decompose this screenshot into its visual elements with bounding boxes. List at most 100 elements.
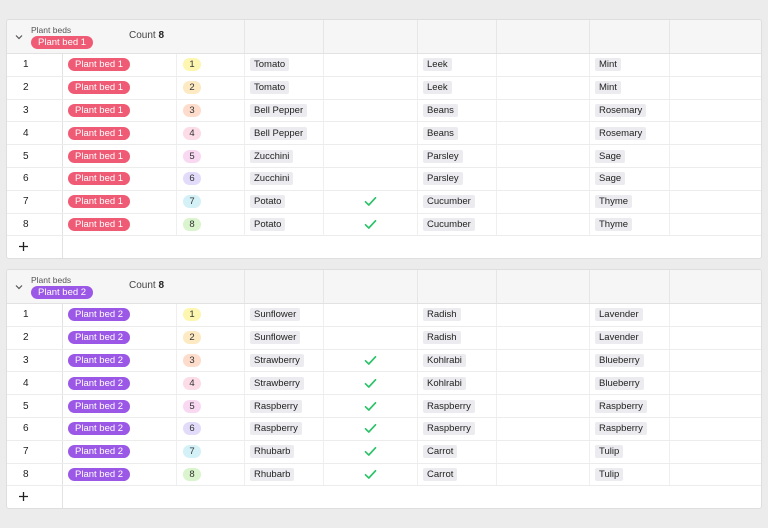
checkbox-cell[interactable] xyxy=(324,167,418,190)
empty-cell[interactable] xyxy=(497,440,590,463)
empty-cell[interactable] xyxy=(497,99,590,122)
plant-cell[interactable]: Strawberry xyxy=(245,349,324,372)
table-row[interactable]: 8 Plant bed 2 8 Rhubarb Carrot Tulip xyxy=(7,463,761,487)
plant-cell[interactable]: Rhubarb xyxy=(245,463,324,486)
table-row[interactable]: 4 Plant bed 2 4 Strawberry Kohlrabi Blueberry xyxy=(7,372,761,396)
plant-cell[interactable]: Sunflower xyxy=(245,326,324,349)
empty-cell[interactable] xyxy=(497,395,590,417)
table-row[interactable]: 6 Plant bed 2 6 Raspberry Raspberry Raspberry xyxy=(7,417,761,441)
checkbox-cell[interactable] xyxy=(324,463,418,486)
chevron-down-icon[interactable] xyxy=(14,283,24,291)
companion-plant-cell[interactable]: Kohlrabi xyxy=(418,372,497,395)
herb-cell[interactable]: Tulip xyxy=(590,440,670,463)
table-row[interactable]: 1 Plant bed 2 1 Sunflower Radish Lavender xyxy=(7,304,761,327)
plant-bed-cell[interactable]: Plant bed 1 xyxy=(63,145,177,167)
bed-number-cell[interactable]: 3 xyxy=(177,99,245,122)
bed-number-cell[interactable]: 4 xyxy=(177,122,245,145)
checkbox-cell[interactable] xyxy=(324,213,418,236)
bed-number-cell[interactable]: 6 xyxy=(177,167,245,190)
empty-cell[interactable] xyxy=(670,168,761,190)
table-row[interactable]: 5 Plant bed 1 5 Zucchini Parsley Sage xyxy=(7,145,761,168)
empty-cell[interactable] xyxy=(670,145,761,167)
empty-cell[interactable] xyxy=(670,372,761,394)
table-row[interactable]: 7 Plant bed 1 7 Potato Cucumber Thyme xyxy=(7,190,761,214)
checkbox-cell[interactable] xyxy=(324,417,418,440)
plant-bed-cell[interactable]: Plant bed 1 xyxy=(63,76,177,99)
plant-bed-cell[interactable]: Plant bed 2 xyxy=(63,440,177,463)
empty-cell[interactable] xyxy=(670,327,761,349)
add-row-cell[interactable] xyxy=(7,236,63,259)
companion-plant-cell[interactable]: Parsley xyxy=(418,167,497,190)
herb-cell[interactable]: Thyme xyxy=(590,213,670,236)
empty-cell[interactable] xyxy=(497,76,590,99)
herb-cell[interactable]: Blueberry xyxy=(590,349,670,372)
plus-icon[interactable] xyxy=(18,241,29,252)
plant-bed-cell[interactable]: Plant bed 2 xyxy=(63,349,177,372)
checkbox-cell[interactable] xyxy=(324,145,418,167)
companion-plant-cell[interactable]: Cucumber xyxy=(418,190,497,213)
bed-number-cell[interactable]: 5 xyxy=(177,395,245,417)
plant-cell[interactable]: Sunflower xyxy=(245,304,324,326)
empty-cell[interactable] xyxy=(497,372,590,395)
plant-cell[interactable]: Zucchini xyxy=(245,145,324,167)
empty-cell[interactable] xyxy=(497,54,590,76)
bed-number-cell[interactable]: 8 xyxy=(177,213,245,236)
add-row[interactable] xyxy=(7,486,761,509)
plant-cell[interactable]: Raspberry xyxy=(245,417,324,440)
group-header[interactable]: Plant beds Plant bed 2 Count 8 xyxy=(7,270,761,304)
empty-cell[interactable] xyxy=(670,304,761,326)
checkbox-cell[interactable] xyxy=(324,190,418,213)
empty-cell[interactable] xyxy=(670,441,761,463)
companion-plant-cell[interactable]: Beans xyxy=(418,122,497,145)
checkbox-cell[interactable] xyxy=(324,99,418,122)
table-row[interactable]: 5 Plant bed 2 5 Raspberry Raspberry Raspberry xyxy=(7,395,761,418)
empty-cell[interactable] xyxy=(497,167,590,190)
bed-number-cell[interactable]: 2 xyxy=(177,326,245,349)
checkbox-cell[interactable] xyxy=(324,395,418,417)
add-row-cell[interactable] xyxy=(7,486,63,509)
plant-cell[interactable]: Rhubarb xyxy=(245,440,324,463)
table-row[interactable]: 2 Plant bed 2 2 Sunflower Radish Lavender xyxy=(7,326,761,350)
empty-cell[interactable] xyxy=(670,191,761,213)
plant-bed-cell[interactable]: Plant bed 2 xyxy=(63,372,177,395)
bed-number-cell[interactable]: 1 xyxy=(177,304,245,326)
bed-number-cell[interactable]: 7 xyxy=(177,190,245,213)
empty-cell[interactable] xyxy=(670,214,761,236)
plant-bed-cell[interactable]: Plant bed 2 xyxy=(63,417,177,440)
herb-cell[interactable]: Thyme xyxy=(590,190,670,213)
companion-plant-cell[interactable]: Raspberry xyxy=(418,395,497,417)
plant-bed-cell[interactable]: Plant bed 2 xyxy=(63,326,177,349)
bed-number-cell[interactable]: 4 xyxy=(177,372,245,395)
plant-bed-cell[interactable]: Plant bed 1 xyxy=(63,122,177,145)
plant-cell[interactable]: Raspberry xyxy=(245,395,324,417)
herb-cell[interactable]: Mint xyxy=(590,76,670,99)
plant-bed-cell[interactable]: Plant bed 1 xyxy=(63,190,177,213)
plant-bed-cell[interactable]: Plant bed 2 xyxy=(63,304,177,326)
companion-plant-cell[interactable]: Kohlrabi xyxy=(418,349,497,372)
plant-bed-cell[interactable]: Plant bed 1 xyxy=(63,167,177,190)
empty-cell[interactable] xyxy=(670,77,761,99)
empty-cell[interactable] xyxy=(670,54,761,76)
plant-cell[interactable]: Bell Pepper xyxy=(245,99,324,122)
companion-plant-cell[interactable]: Carrot xyxy=(418,463,497,486)
herb-cell[interactable]: Rosemary xyxy=(590,99,670,122)
checkbox-cell[interactable] xyxy=(324,440,418,463)
empty-cell[interactable] xyxy=(670,395,761,417)
herb-cell[interactable]: Raspberry xyxy=(590,395,670,417)
herb-cell[interactable]: Sage xyxy=(590,145,670,167)
table-row[interactable]: 8 Plant bed 1 8 Potato Cucumber Thyme xyxy=(7,213,761,237)
herb-cell[interactable]: Lavender xyxy=(590,304,670,326)
companion-plant-cell[interactable]: Parsley xyxy=(418,145,497,167)
herb-cell[interactable]: Tulip xyxy=(590,463,670,486)
group-header[interactable]: Plant beds Plant bed 1 Count 8 xyxy=(7,20,761,54)
companion-plant-cell[interactable]: Beans xyxy=(418,99,497,122)
companion-plant-cell[interactable]: Leek xyxy=(418,76,497,99)
empty-cell[interactable] xyxy=(497,326,590,349)
empty-cell[interactable] xyxy=(497,213,590,236)
herb-cell[interactable]: Lavender xyxy=(590,326,670,349)
companion-plant-cell[interactable]: Leek xyxy=(418,54,497,76)
add-row[interactable] xyxy=(7,236,761,259)
herb-cell[interactable]: Blueberry xyxy=(590,372,670,395)
plant-cell[interactable]: Potato xyxy=(245,190,324,213)
plant-bed-cell[interactable]: Plant bed 1 xyxy=(63,213,177,236)
